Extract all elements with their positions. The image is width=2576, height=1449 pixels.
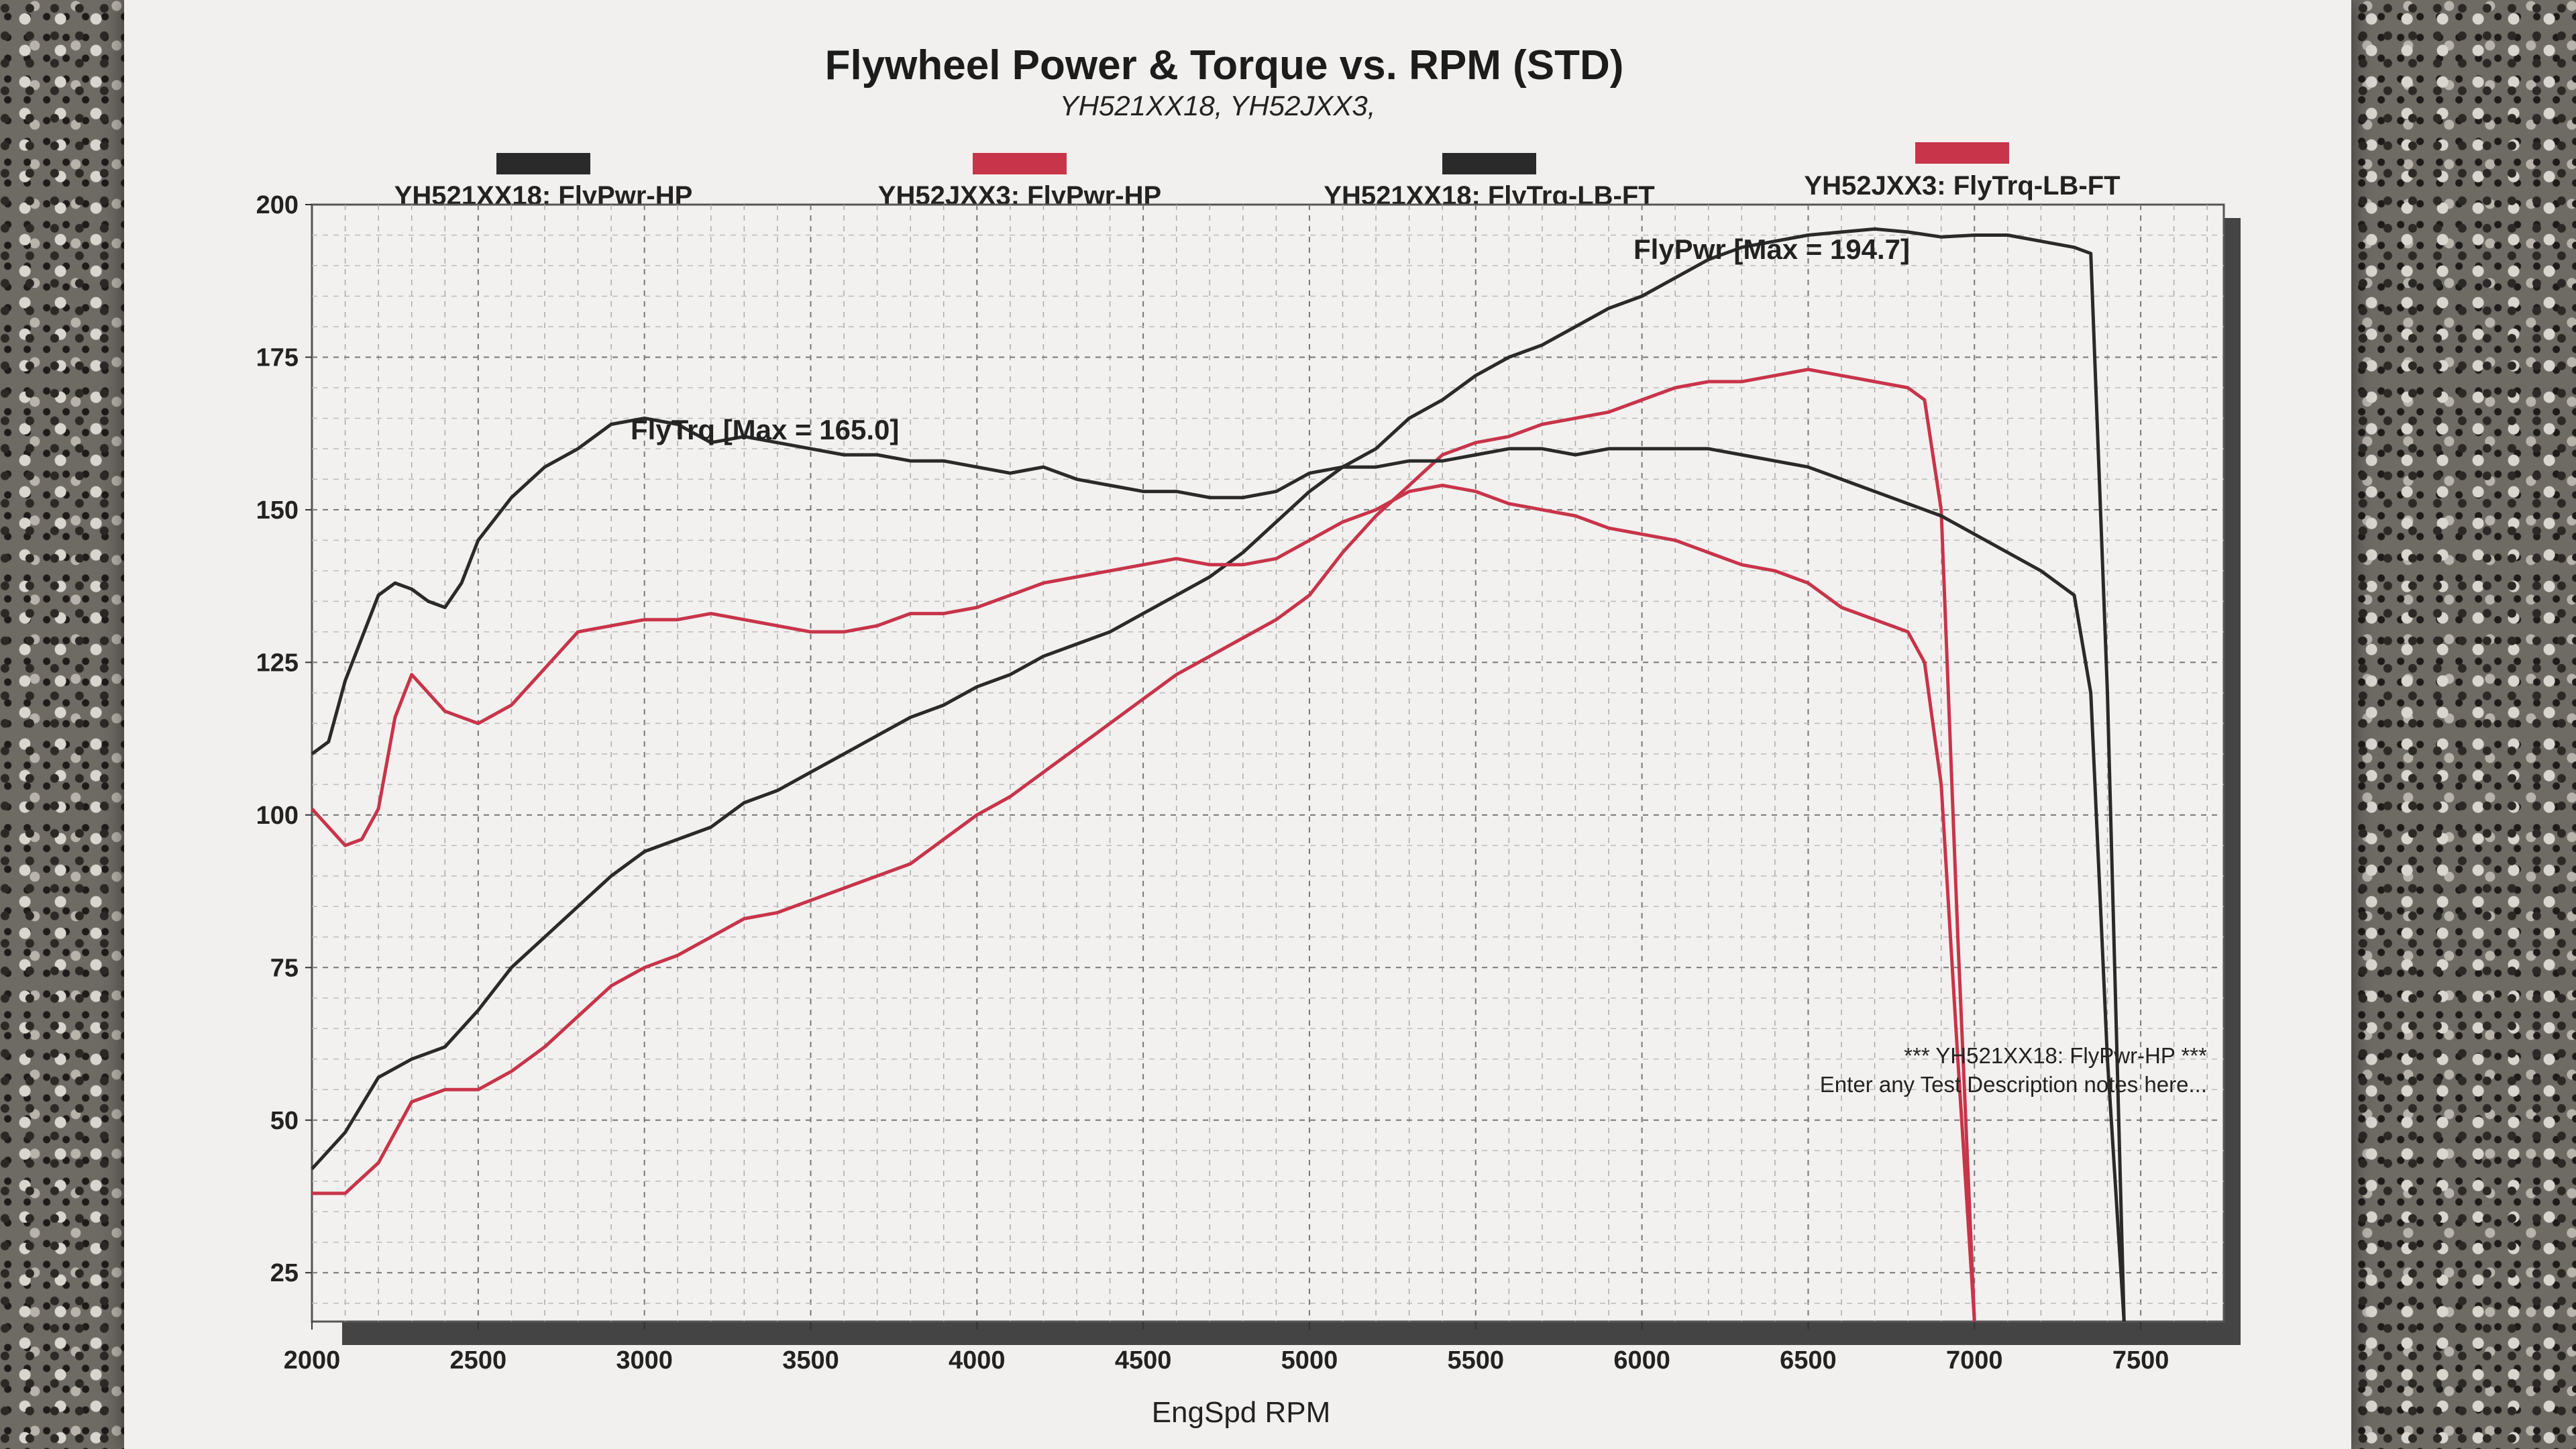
legend-swatch bbox=[973, 153, 1067, 174]
series-line bbox=[312, 368, 1976, 1322]
chart-subtitle: YH521XX18, YH52JXX3, bbox=[1060, 90, 1376, 121]
legend-swatch bbox=[1915, 142, 2009, 164]
legend: YH521XX18: FlyPwr-HP YH52JXX3: FlyPwr-HP Y… bbox=[394, 142, 2121, 211]
x-axis-title: EngSpd RPM bbox=[1152, 1396, 1331, 1429]
grid bbox=[312, 205, 2224, 1322]
x-axis: 2000 2500 3000 3500 4000 4500 5000 5500 6000 6500… bbox=[284, 1322, 2169, 1375]
y-tick-label: 25 bbox=[270, 1259, 299, 1287]
note-line-1: *** YH521XX18: FlyPwr-HP *** bbox=[1904, 1043, 2207, 1068]
y-tick-label: 175 bbox=[256, 343, 299, 372]
note-line-2: Enter any Test Description notes here... bbox=[1820, 1072, 2207, 1097]
power-max-annotation: FlyPwr [Max = 194.7] bbox=[1633, 233, 1910, 265]
x-tick-label: 3000 bbox=[616, 1346, 673, 1375]
legend-swatch bbox=[496, 153, 590, 174]
x-tick-label: 6000 bbox=[1613, 1346, 1670, 1375]
x-tick-label: 2500 bbox=[450, 1346, 507, 1375]
x-tick-label: 4000 bbox=[949, 1346, 1006, 1375]
torque-max-annotation: FlyTrq [Max = 165.0] bbox=[631, 414, 899, 445]
legend-label: YH52JXX3: FlyTrq-LB-FT bbox=[1804, 171, 2120, 201]
plot-area bbox=[311, 203, 2225, 1323]
power-torque-chart: Flywheel Power & Torque vs. RPM (STD) YH… bbox=[256, 42, 2241, 1429]
y-tick-label: 150 bbox=[256, 496, 299, 525]
y-axis: 25 50 75 100 125 150 175 200 bbox=[256, 191, 312, 1287]
x-tick-label: 4500 bbox=[1115, 1346, 1172, 1375]
y-tick-label: 125 bbox=[256, 649, 299, 677]
y-tick-label: 100 bbox=[256, 802, 299, 830]
x-tick-label: 5500 bbox=[1448, 1346, 1505, 1375]
y-tick-label: 200 bbox=[256, 191, 299, 219]
x-tick-label: 6500 bbox=[1780, 1346, 1837, 1375]
paper-sheet: Flywheel Power & Torque vs. RPM (STD) YH… bbox=[124, 0, 2351, 1449]
series-line bbox=[311, 484, 1976, 1322]
x-tick-label: 7500 bbox=[2112, 1346, 2169, 1375]
series-line bbox=[311, 416, 2126, 1322]
x-tick-label: 7000 bbox=[1946, 1346, 2003, 1375]
x-tick-label: 2000 bbox=[284, 1346, 341, 1375]
legend-swatch bbox=[1442, 153, 1536, 174]
y-tick-label: 75 bbox=[270, 954, 299, 982]
chart-title: Flywheel Power & Torque vs. RPM (STD) bbox=[825, 42, 1624, 89]
series-group bbox=[311, 227, 2126, 1322]
x-tick-label: 3500 bbox=[782, 1346, 839, 1375]
series-line bbox=[311, 227, 2126, 1322]
y-tick-label: 50 bbox=[270, 1107, 299, 1135]
x-tick-label: 5000 bbox=[1281, 1346, 1338, 1375]
